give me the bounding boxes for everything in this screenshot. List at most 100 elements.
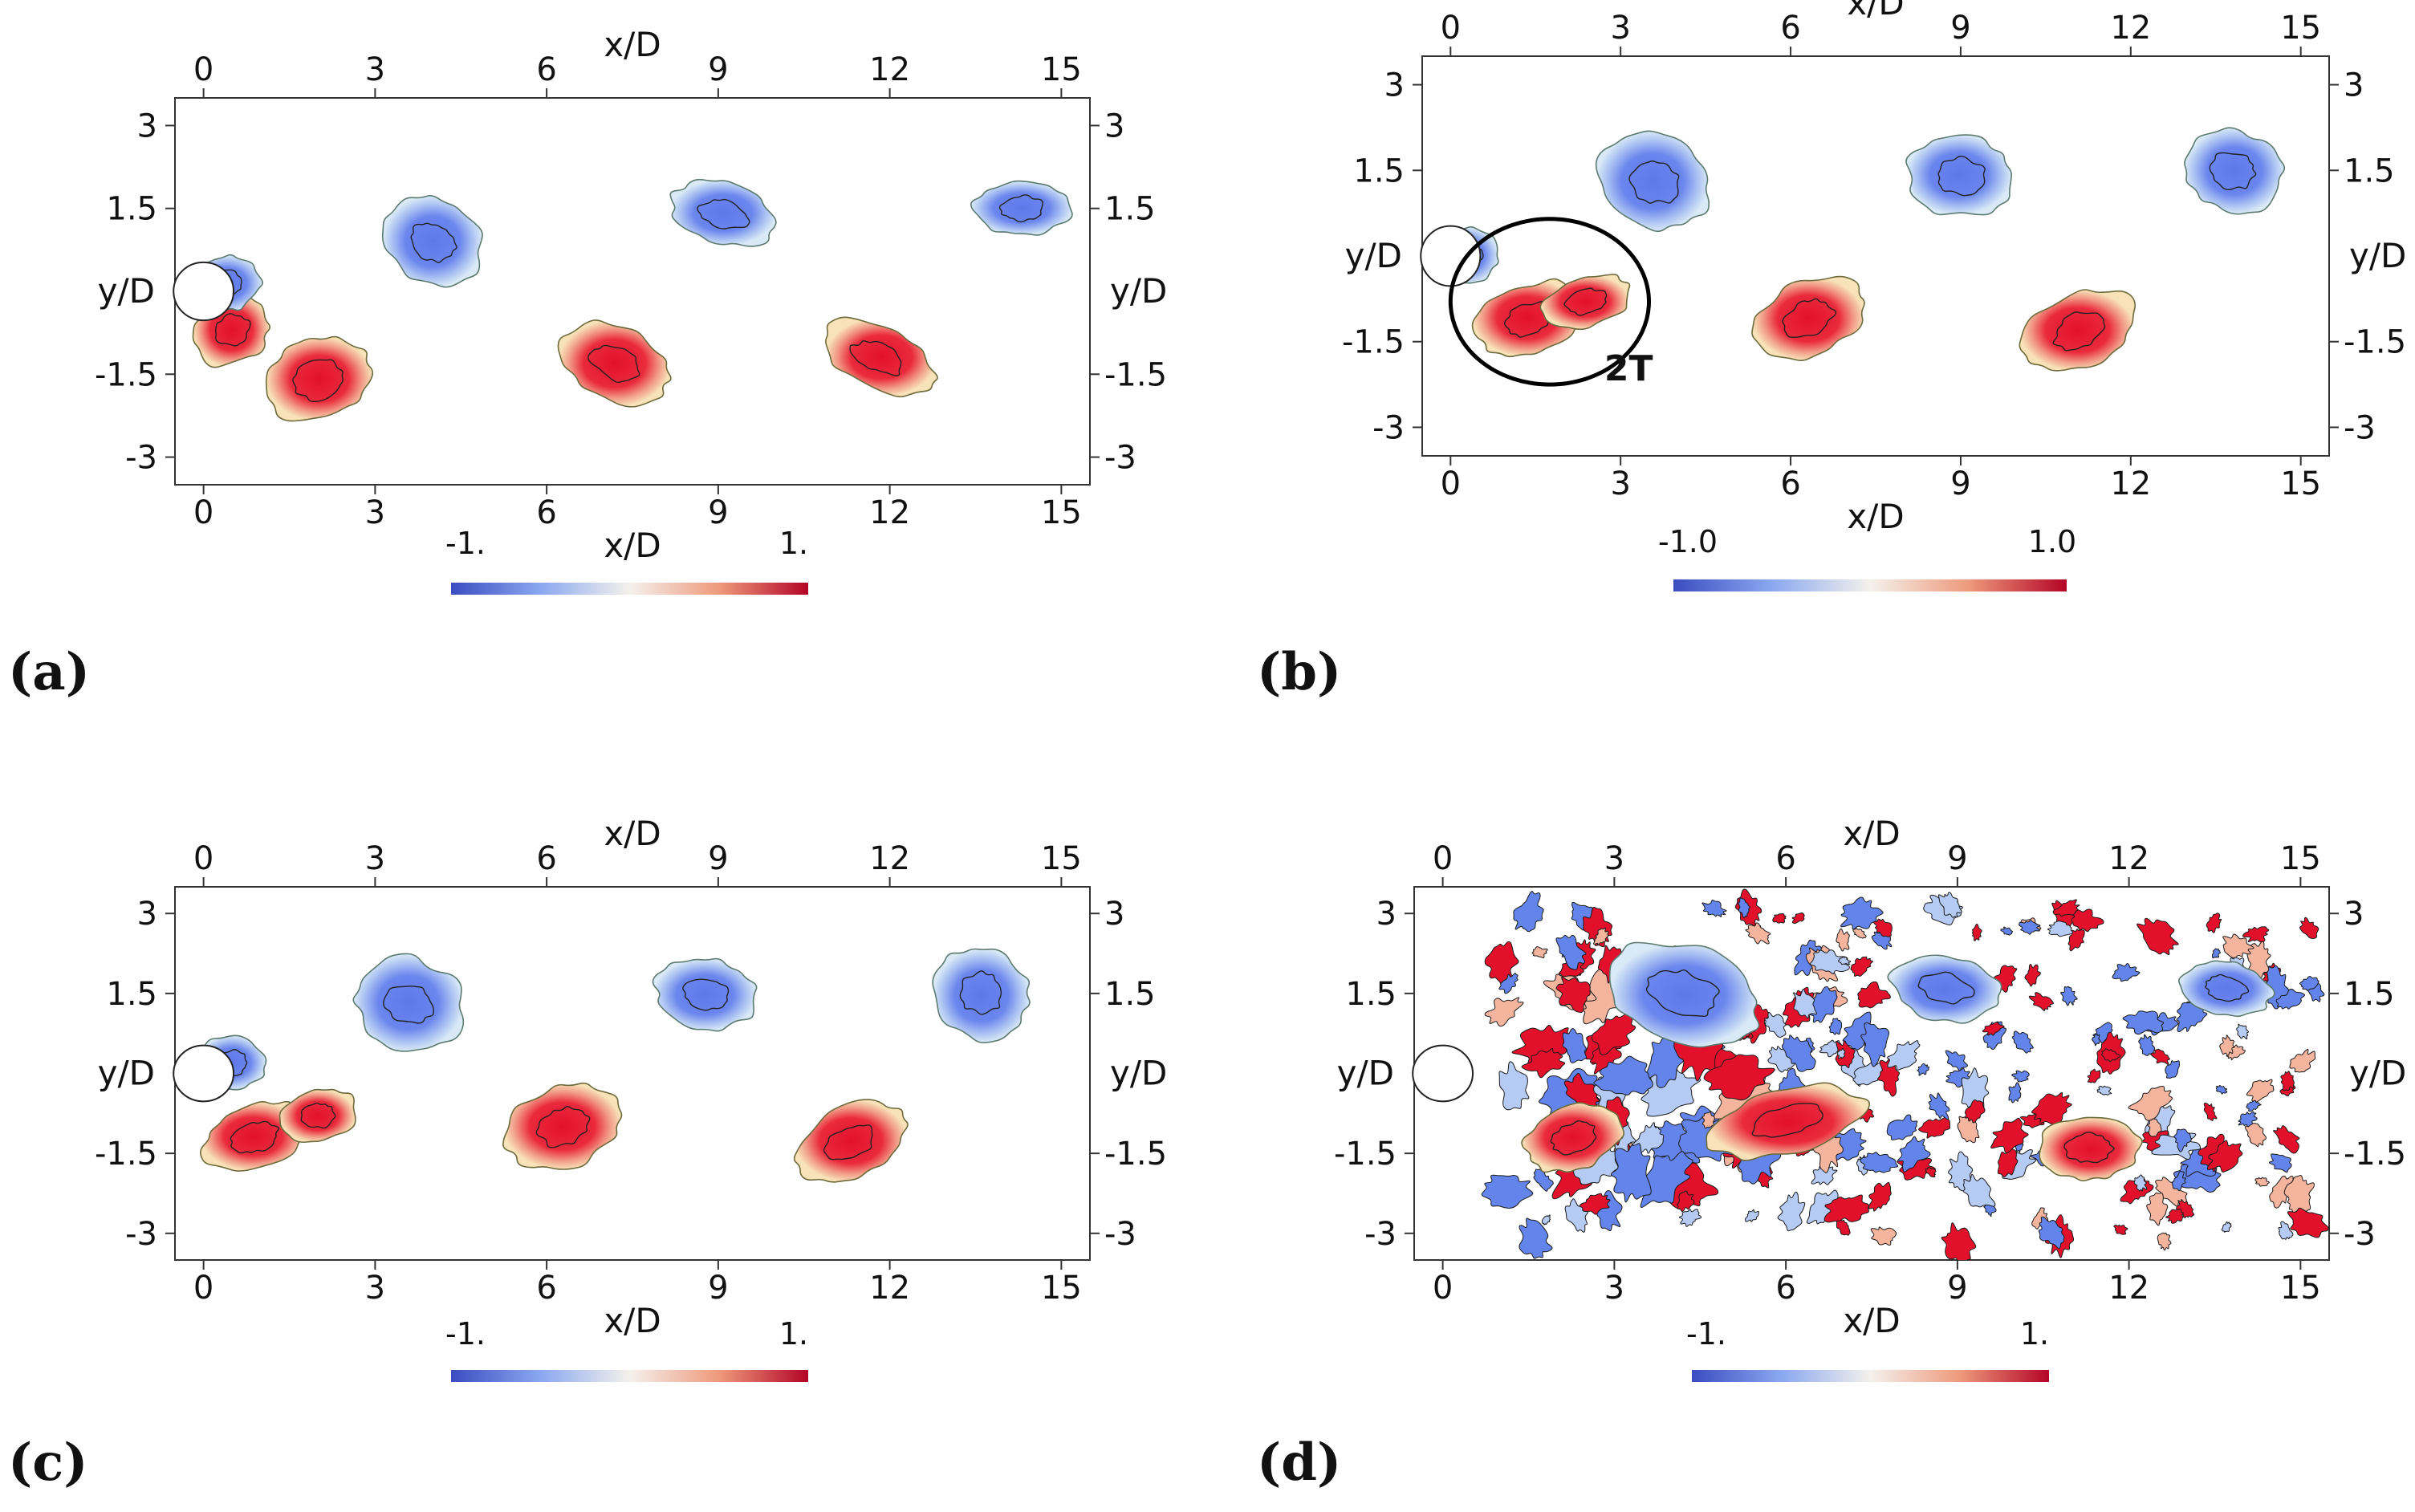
y-tick-label-left: 3 — [1384, 67, 1405, 104]
panel-c: 0 0 3 3 6 6 9 9 12 12 15 15 3 3 1.5 1.5 -1.5 -1.5 -3 -3 x/D x… — [0, 791, 1208, 1512]
negative-eddy — [1837, 957, 1852, 965]
x-tick-label-bottom: 9 — [708, 1270, 728, 1307]
negative-eddy — [1701, 900, 1727, 917]
positive-eddy — [2101, 1048, 2121, 1063]
y-tick-label-left: 1.5 — [106, 976, 157, 1013]
x-tick-label-bottom: 12 — [2110, 465, 2151, 502]
vorticity-contour — [1645, 969, 1720, 1017]
vorticity-contour — [1751, 1103, 1823, 1138]
x-tick-label-top: 12 — [869, 51, 910, 88]
y-tick-label-left: -1.5 — [95, 1136, 157, 1173]
negative-eddy — [2238, 1111, 2258, 1128]
panel-label-c: (c) — [8, 1433, 88, 1493]
negative-eddy — [2011, 1070, 2030, 1083]
x-tick-label-top: 15 — [1041, 840, 1082, 877]
negative-eddy — [2096, 1085, 2112, 1095]
negative-eddy — [1555, 934, 1587, 970]
positive-eddy — [2273, 1125, 2300, 1154]
x-tick-label-top: 9 — [1950, 10, 1970, 47]
negative-vortex — [932, 948, 1031, 1044]
vorticity-field — [1481, 888, 2329, 1260]
negative-vortex — [1887, 954, 2002, 1024]
x-axis-label-bottom: x/D — [604, 1301, 661, 1340]
vorticity-contour — [2063, 1132, 2115, 1164]
positive-eddy — [2087, 1068, 2101, 1083]
negative-eddy — [2171, 1171, 2186, 1192]
negative-eddy — [2122, 1010, 2165, 1035]
negative-eddy — [1744, 1209, 1759, 1222]
vorticity-contour — [383, 986, 434, 1024]
y-tick-label-right: -1.5 — [1104, 356, 1167, 393]
negative-vortex — [2184, 127, 2286, 215]
cylinder — [1420, 225, 1482, 287]
negative-eddy — [1917, 1063, 1930, 1076]
negative-eddy — [2011, 1030, 2034, 1054]
positive-eddy — [2150, 1048, 2170, 1065]
x-tick-label-bottom: 3 — [1610, 465, 1630, 502]
positive-eddy — [1521, 1048, 1566, 1079]
positive-eddy — [2299, 917, 2319, 939]
positive-vortex — [1521, 1102, 1625, 1173]
negative-vortex — [1595, 130, 1710, 233]
positive-vortex — [1751, 275, 1865, 362]
vorticity-contour — [849, 340, 902, 376]
negative-eddy — [1828, 1018, 1843, 1035]
negative-eddy — [1887, 1040, 1921, 1071]
negative-eddy — [1928, 1092, 1950, 1120]
x-tick-label-top: 3 — [1604, 840, 1624, 877]
vorticity-contour — [959, 970, 1002, 1015]
positive-eddy — [1982, 1022, 2005, 1036]
negative-eddy — [1811, 1165, 1838, 1185]
positive-eddy — [2242, 926, 2270, 943]
colorbar-max-label: 1.0 — [2028, 524, 2076, 559]
positive-eddy — [2113, 1224, 2128, 1235]
positive-eddy — [2120, 1178, 2154, 1205]
y-tick-label-left: -3 — [125, 1216, 157, 1253]
vorticity-contour — [1550, 1120, 1597, 1156]
negative-eddy — [1498, 973, 1519, 994]
x-tick-label-bottom: 0 — [193, 1270, 213, 1307]
x-tick-label-top: 0 — [1441, 10, 1461, 47]
positive-eddy — [1857, 981, 1891, 1009]
y-tick-label-right: -3 — [1104, 440, 1136, 477]
negative-eddy — [1840, 896, 1884, 930]
negative-eddy — [2211, 948, 2221, 959]
negative-eddy — [2047, 921, 2074, 937]
positive-eddy — [2165, 1208, 2184, 1224]
y-tick-label-right: 1.5 — [2344, 152, 2395, 189]
negative-vortex — [1608, 941, 1760, 1048]
vorticity-contour — [1503, 300, 1554, 338]
positive-eddy — [1925, 1166, 1937, 1178]
negative-eddy — [1764, 1012, 1787, 1038]
positive-eddy — [2137, 917, 2179, 956]
positive-eddy — [2206, 1140, 2243, 1173]
x-tick-label-top: 15 — [2280, 840, 2321, 877]
cylinder — [173, 261, 235, 322]
negative-eddy — [1541, 1214, 1551, 1225]
negative-eddy — [1678, 1209, 1702, 1227]
x-axis-label-bottom: x/D — [604, 526, 661, 565]
positive-eddy — [2052, 899, 2080, 917]
x-axis-label-bottom: x/D — [1843, 1301, 1900, 1340]
negative-eddy — [2008, 1082, 2022, 1104]
positive-vortex — [502, 1082, 623, 1170]
vorticity-contour — [535, 1106, 591, 1148]
vorticity-contour — [2052, 311, 2106, 352]
x-axis-label-top: x/D — [604, 25, 661, 64]
y-tick-label-right: -3 — [1104, 1216, 1136, 1253]
vorticity-contour — [587, 344, 640, 384]
x-tick-label-bottom: 6 — [536, 494, 556, 531]
x-tick-label-bottom: 6 — [536, 1270, 556, 1307]
panel-label-d: (d) — [1257, 1433, 1342, 1493]
colorbar — [1692, 1370, 2049, 1382]
positive-eddy — [2176, 1199, 2195, 1218]
positive-eddy — [2269, 1175, 2295, 1209]
negative-eddy — [2215, 1084, 2228, 1095]
x-tick-label-top: 3 — [1610, 10, 1630, 47]
x-tick-label-bottom: 3 — [1604, 1270, 1624, 1307]
colorbar — [451, 1370, 808, 1382]
negative-vortex — [669, 178, 777, 247]
positive-eddy — [1971, 923, 1982, 941]
negative-eddy — [1945, 1050, 1968, 1072]
